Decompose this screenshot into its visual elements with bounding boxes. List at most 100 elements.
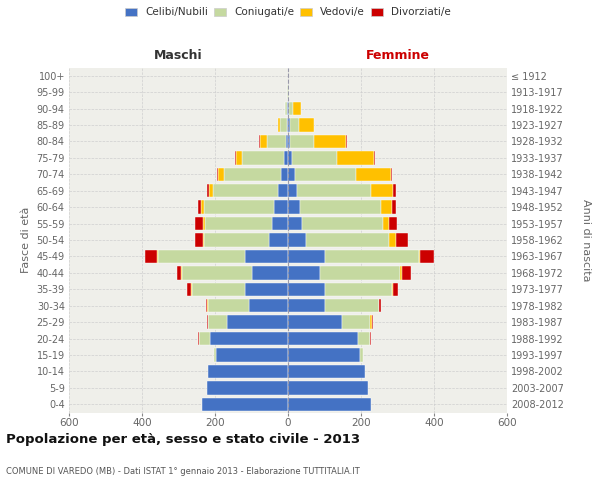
Text: COMUNE DI VAREDO (MB) - Dati ISTAT 1° gennaio 2013 - Elaborazione TUTTITALIA.IT: COMUNE DI VAREDO (MB) - Dati ISTAT 1° ge… — [6, 468, 360, 476]
Bar — [396, 234, 408, 246]
Bar — [224, 168, 281, 181]
Bar — [342, 316, 370, 329]
Bar — [379, 299, 381, 312]
Bar — [290, 118, 299, 132]
Bar — [206, 299, 208, 312]
Bar — [288, 102, 289, 116]
Bar — [236, 151, 242, 164]
Text: Maschi: Maschi — [154, 48, 203, 62]
Bar — [288, 234, 305, 246]
Bar — [371, 316, 373, 329]
Bar — [288, 299, 325, 312]
Bar — [288, 266, 320, 280]
Bar — [278, 118, 280, 132]
Bar — [203, 234, 204, 246]
Bar — [393, 282, 398, 296]
Bar — [284, 151, 288, 164]
Bar — [288, 282, 325, 296]
Bar — [248, 299, 288, 312]
Bar — [227, 316, 288, 329]
Bar — [195, 234, 203, 246]
Bar — [302, 217, 383, 230]
Text: Popolazione per età, sesso e stato civile - 2013: Popolazione per età, sesso e stato civil… — [6, 432, 360, 446]
Bar — [201, 200, 204, 214]
Bar — [278, 184, 288, 198]
Bar — [252, 266, 288, 280]
Bar — [346, 134, 347, 148]
Bar — [280, 118, 287, 132]
Bar — [195, 217, 203, 230]
Bar — [202, 398, 288, 411]
Bar — [208, 316, 227, 329]
Bar — [182, 266, 252, 280]
Bar — [209, 184, 213, 198]
Bar — [274, 200, 288, 214]
Bar — [381, 200, 392, 214]
Bar — [216, 348, 288, 362]
Bar — [191, 282, 192, 296]
Bar — [320, 266, 400, 280]
Bar — [214, 348, 216, 362]
Bar — [204, 234, 269, 246]
Y-axis label: Anni di nascita: Anni di nascita — [581, 198, 591, 281]
Y-axis label: Fasce di età: Fasce di età — [21, 207, 31, 273]
Bar — [269, 234, 288, 246]
Bar — [281, 168, 288, 181]
Bar — [325, 299, 379, 312]
Bar — [205, 217, 272, 230]
Bar — [288, 184, 297, 198]
Bar — [288, 118, 290, 132]
Bar — [299, 200, 381, 214]
Bar — [288, 151, 292, 164]
Bar — [370, 316, 371, 329]
Bar — [259, 134, 260, 148]
Bar — [198, 200, 201, 214]
Bar — [325, 282, 392, 296]
Bar — [392, 200, 396, 214]
Bar — [209, 332, 288, 345]
Bar — [400, 266, 401, 280]
Bar — [325, 250, 419, 263]
Legend: Celibi/Nubili, Coniugati/e, Vedovi/e, Divorziati/e: Celibi/Nubili, Coniugati/e, Vedovi/e, Di… — [123, 5, 453, 20]
Bar — [285, 102, 286, 116]
Bar — [198, 332, 199, 345]
Bar — [235, 151, 236, 164]
Bar — [288, 134, 290, 148]
Bar — [401, 266, 410, 280]
Bar — [288, 364, 365, 378]
Bar — [371, 184, 394, 198]
Bar — [288, 316, 342, 329]
Bar — [288, 381, 368, 394]
Bar — [208, 364, 288, 378]
Bar — [181, 266, 182, 280]
Bar — [295, 168, 356, 181]
Bar — [207, 184, 209, 198]
Bar — [157, 250, 158, 263]
Bar — [389, 217, 397, 230]
Bar — [360, 348, 363, 362]
Bar — [419, 250, 421, 263]
Bar — [337, 151, 374, 164]
Bar — [370, 332, 371, 345]
Bar — [288, 348, 360, 362]
Bar — [293, 102, 301, 116]
Bar — [177, 266, 181, 280]
Bar — [292, 151, 337, 164]
Bar — [389, 234, 396, 246]
Bar — [299, 118, 314, 132]
Bar — [286, 134, 288, 148]
Bar — [208, 299, 248, 312]
Bar — [288, 200, 299, 214]
Bar — [187, 282, 191, 296]
Bar — [288, 217, 302, 230]
Text: Femmine: Femmine — [365, 48, 430, 62]
Bar — [242, 151, 284, 164]
Bar — [288, 398, 371, 411]
Bar — [145, 250, 157, 263]
Bar — [356, 168, 391, 181]
Bar — [245, 282, 288, 296]
Bar — [267, 134, 286, 148]
Bar — [297, 184, 371, 198]
Bar — [392, 282, 393, 296]
Bar — [245, 250, 288, 263]
